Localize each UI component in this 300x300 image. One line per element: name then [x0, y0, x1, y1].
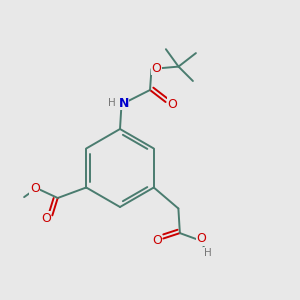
Text: O: O [41, 212, 51, 225]
Text: H: H [204, 248, 212, 258]
Text: O: O [152, 61, 161, 75]
Text: H: H [108, 98, 116, 108]
Text: N: N [118, 97, 129, 110]
Text: O: O [30, 182, 40, 195]
Text: O: O [167, 98, 177, 111]
Text: O: O [152, 233, 162, 247]
Text: O: O [196, 232, 206, 245]
